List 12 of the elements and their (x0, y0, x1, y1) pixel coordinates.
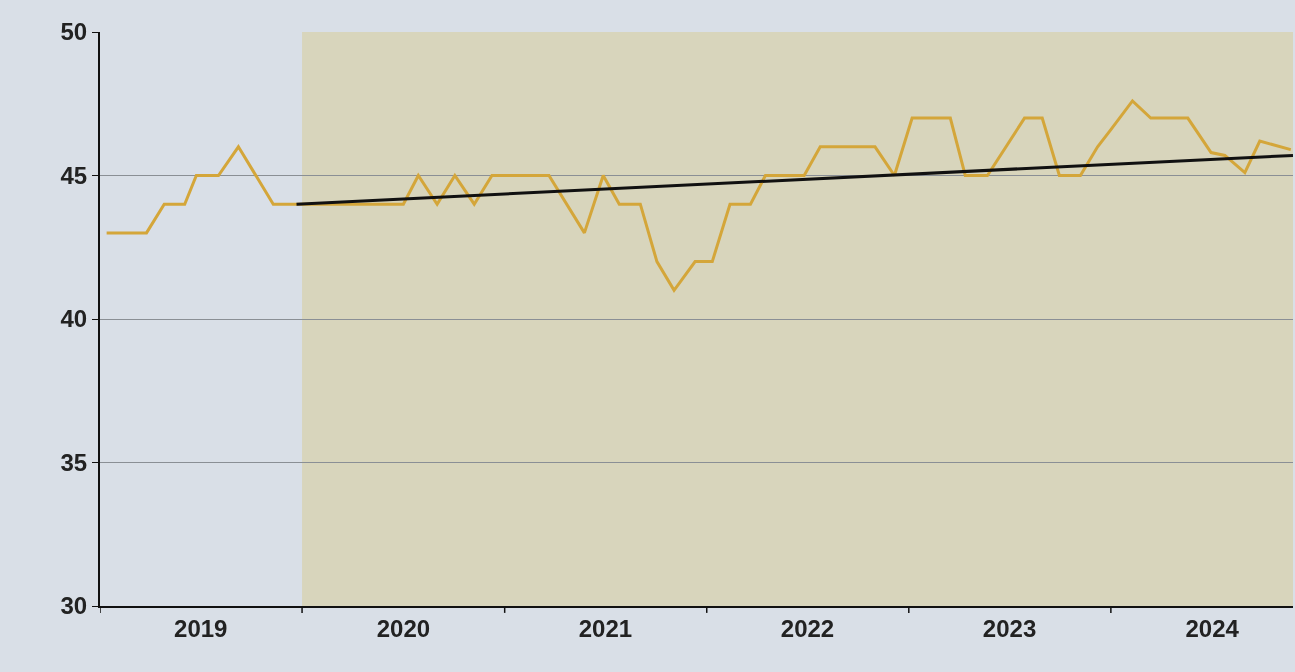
x-tick-label: 2023 (982, 614, 1037, 642)
y-tick-label: 40 (60, 305, 88, 333)
line-series (105, 99, 1293, 292)
y-tick-label: 30 (60, 592, 88, 620)
x-tick-label: 2022 (780, 614, 835, 642)
y-tick-label: 50 (60, 18, 88, 46)
x-tick-label: 2020 (376, 614, 431, 642)
x-tick-label: 2019 (174, 614, 228, 642)
y-tick-label: 35 (60, 448, 88, 476)
x-tick-label: 2024 (1185, 614, 1240, 642)
y-tick-label: 45 (60, 161, 88, 189)
x-tick-label: 2021 (578, 614, 633, 642)
